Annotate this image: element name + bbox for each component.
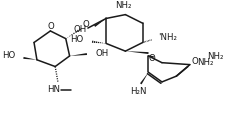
Text: O: O <box>149 54 156 63</box>
Polygon shape <box>70 53 87 56</box>
Text: HO: HO <box>2 51 16 61</box>
Text: H₂N: H₂N <box>130 87 147 96</box>
Polygon shape <box>94 18 106 27</box>
Polygon shape <box>125 51 148 54</box>
Text: HN: HN <box>47 85 60 94</box>
Polygon shape <box>140 72 148 84</box>
Text: O: O <box>83 20 89 29</box>
Polygon shape <box>23 57 37 60</box>
Text: NH₂: NH₂ <box>115 1 132 11</box>
Text: NH₂: NH₂ <box>207 52 224 61</box>
Text: OH: OH <box>96 49 109 58</box>
Text: 'NH₂: 'NH₂ <box>158 33 177 42</box>
Text: O: O <box>48 22 55 31</box>
Text: HO: HO <box>70 35 83 44</box>
Text: O: O <box>191 57 198 66</box>
Text: OH: OH <box>74 26 87 34</box>
Text: NH₂: NH₂ <box>198 58 214 67</box>
